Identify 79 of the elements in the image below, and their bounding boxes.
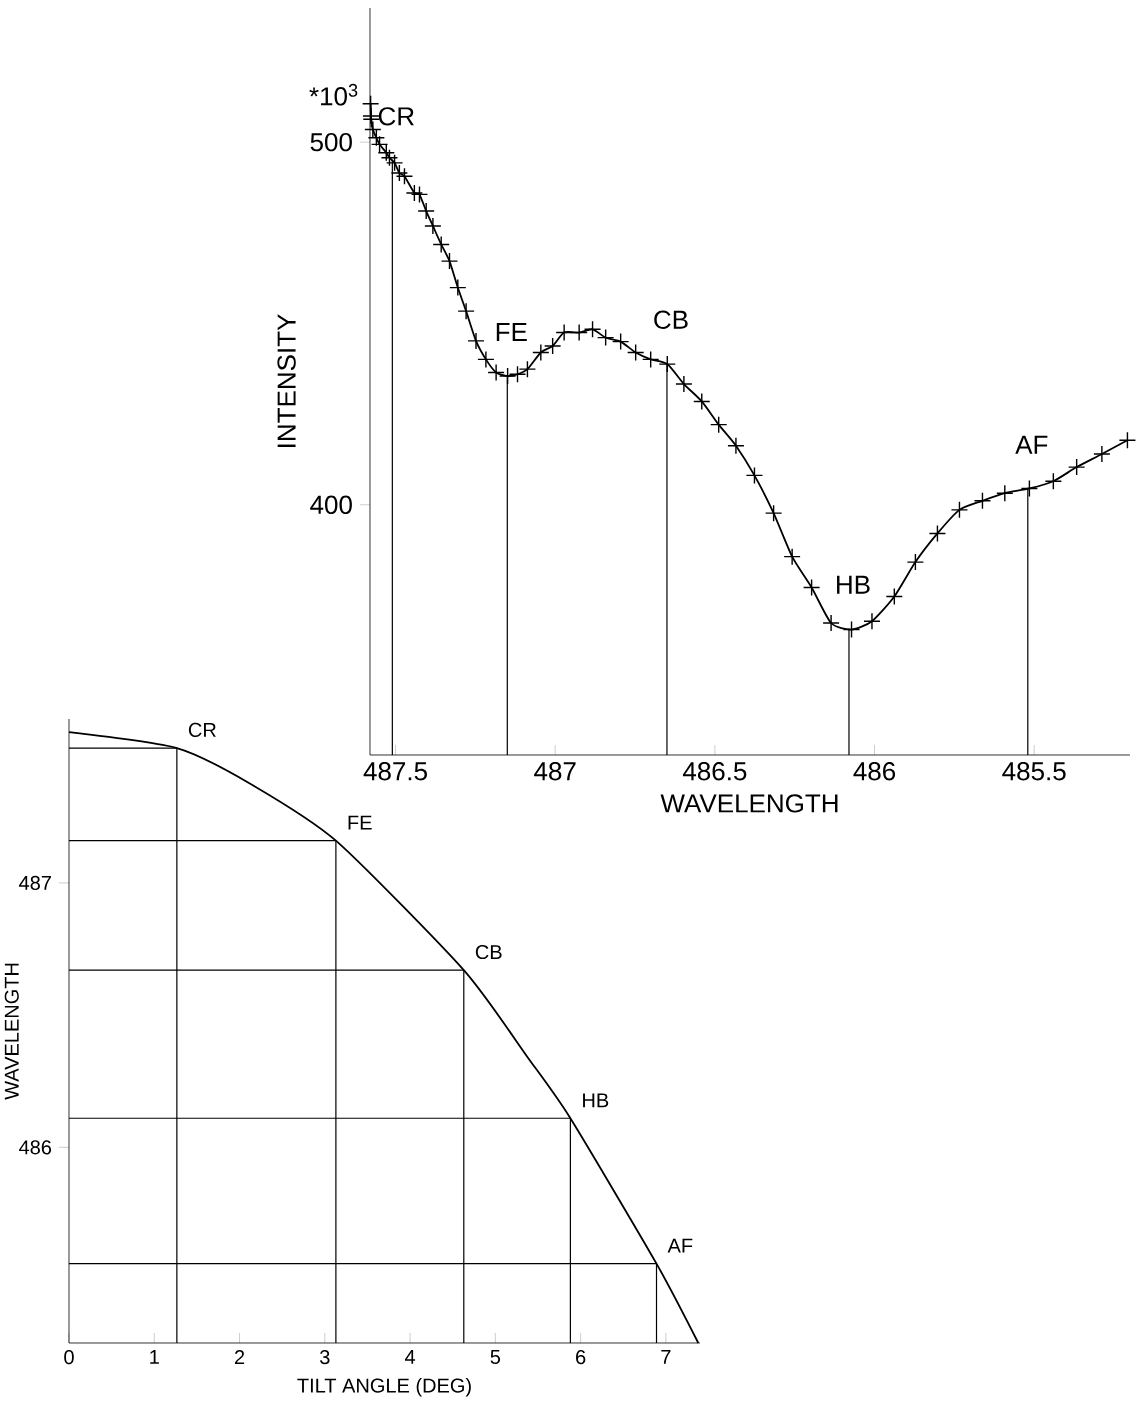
x-tick-label: 486.5 (682, 762, 747, 781)
x-axis-title: WAVELENGTH (660, 794, 838, 813)
point (996, 484, 1014, 502)
x-tick-label: 5 (490, 1350, 501, 1365)
x-tick-label: 486 (853, 762, 896, 781)
y-tick-label: 500 (310, 132, 352, 152)
point (395, 167, 414, 185)
point (410, 185, 429, 204)
ref-line-label: CR (188, 722, 216, 737)
point (950, 501, 969, 519)
point (1020, 479, 1039, 498)
point (842, 620, 861, 639)
point (555, 323, 573, 342)
point (764, 504, 783, 522)
ref-line-label: CB (475, 944, 502, 960)
point (467, 332, 485, 350)
y-axis-title: INTENSITY (277, 314, 296, 447)
point (424, 217, 442, 235)
point (390, 164, 409, 182)
point (405, 184, 424, 202)
point (440, 252, 459, 270)
x-tick-label: 6 (576, 1350, 586, 1365)
x-axis-title: TILT ANGLE (DEG) (297, 1377, 471, 1397)
y-axis-title: WAVELENGTH (4, 963, 19, 1100)
point (543, 337, 562, 355)
point (658, 355, 676, 373)
point (675, 375, 693, 393)
ref-line-label: FE (348, 815, 372, 830)
point (487, 363, 505, 382)
text: *10$^{3}$ (309, 83, 358, 106)
point (532, 343, 550, 362)
ref-line-label: HB (837, 575, 870, 594)
point (1093, 445, 1111, 463)
point (380, 149, 399, 167)
x-tick-label: 4 (404, 1350, 416, 1364)
point (432, 235, 450, 254)
x-tick-label: 1 (150, 1350, 159, 1364)
point (1044, 472, 1063, 490)
point (641, 350, 660, 369)
ref-line-label: FE (496, 323, 527, 341)
x-tick-label: 487 (534, 762, 576, 781)
point (457, 302, 475, 320)
x-tick-label: 487.5 (363, 762, 427, 781)
point (1118, 431, 1137, 449)
ref-line-label: CR (378, 107, 414, 126)
point (626, 343, 645, 362)
point (973, 492, 992, 510)
ref-line-label: AF (667, 1238, 693, 1253)
point (906, 553, 925, 571)
y-tick-label: 400 (310, 495, 352, 514)
point (518, 360, 537, 378)
point (822, 614, 840, 632)
point (583, 320, 602, 338)
x-tick-label: 2 (234, 1350, 245, 1365)
point (498, 367, 517, 385)
point (885, 587, 904, 606)
point (596, 328, 615, 347)
point (693, 392, 711, 411)
point (449, 278, 467, 297)
ref-line-label: CB (654, 310, 688, 329)
point (928, 524, 947, 543)
x-tick-label: 0 (64, 1350, 74, 1365)
x-tick-label: 7 (661, 1350, 671, 1364)
point (783, 547, 801, 566)
ref-line-label: AF (1015, 435, 1048, 454)
point (727, 436, 745, 455)
point (611, 332, 630, 351)
ref-line-label: HB (583, 1093, 609, 1108)
point (477, 350, 495, 369)
point (570, 323, 588, 342)
point (367, 129, 386, 147)
point (709, 415, 728, 434)
point (802, 578, 821, 597)
point (417, 202, 435, 220)
point (1067, 458, 1086, 476)
point (863, 612, 881, 630)
x-tick-label: 485.5 (1002, 762, 1066, 781)
x-tick-label: 3 (320, 1350, 330, 1365)
point (745, 466, 764, 485)
